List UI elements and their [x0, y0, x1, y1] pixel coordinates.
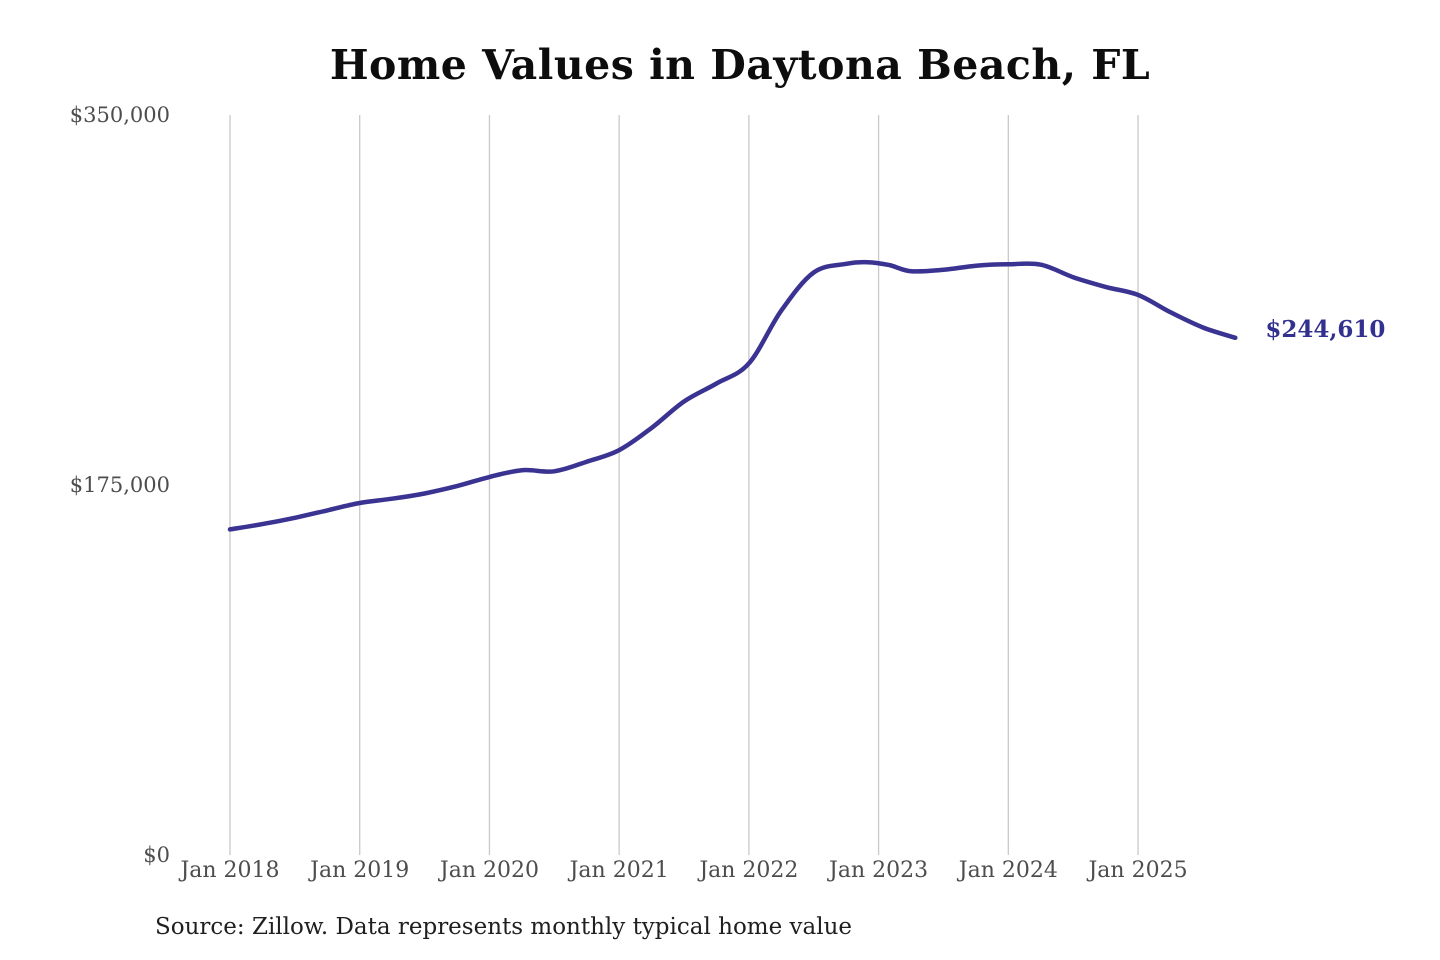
value-line [227, 259, 1238, 532]
x-tick-label: Jan 2020 [439, 858, 539, 883]
x-tick-label: Jan 2021 [569, 858, 669, 883]
end-value-label: $244,610 [1265, 315, 1386, 343]
y-tick-label: $350,000 [69, 103, 170, 127]
y-tick-label: $0 [143, 843, 170, 867]
chart-title: Home Values in Daytona Beach, FL [329, 41, 1151, 89]
x-tick-label: Jan 2025 [1088, 858, 1188, 883]
x-tick-label: Jan 2018 [180, 858, 280, 883]
x-tick-label: Jan 2024 [958, 858, 1058, 883]
y-tick-label: $175,000 [69, 473, 170, 497]
x-tick-label: Jan 2019 [310, 858, 410, 883]
source-note: Source: Zillow. Data represents monthly … [155, 914, 853, 940]
x-tick-label: Jan 2022 [699, 858, 799, 883]
x-tick-label: Jan 2023 [829, 858, 929, 883]
